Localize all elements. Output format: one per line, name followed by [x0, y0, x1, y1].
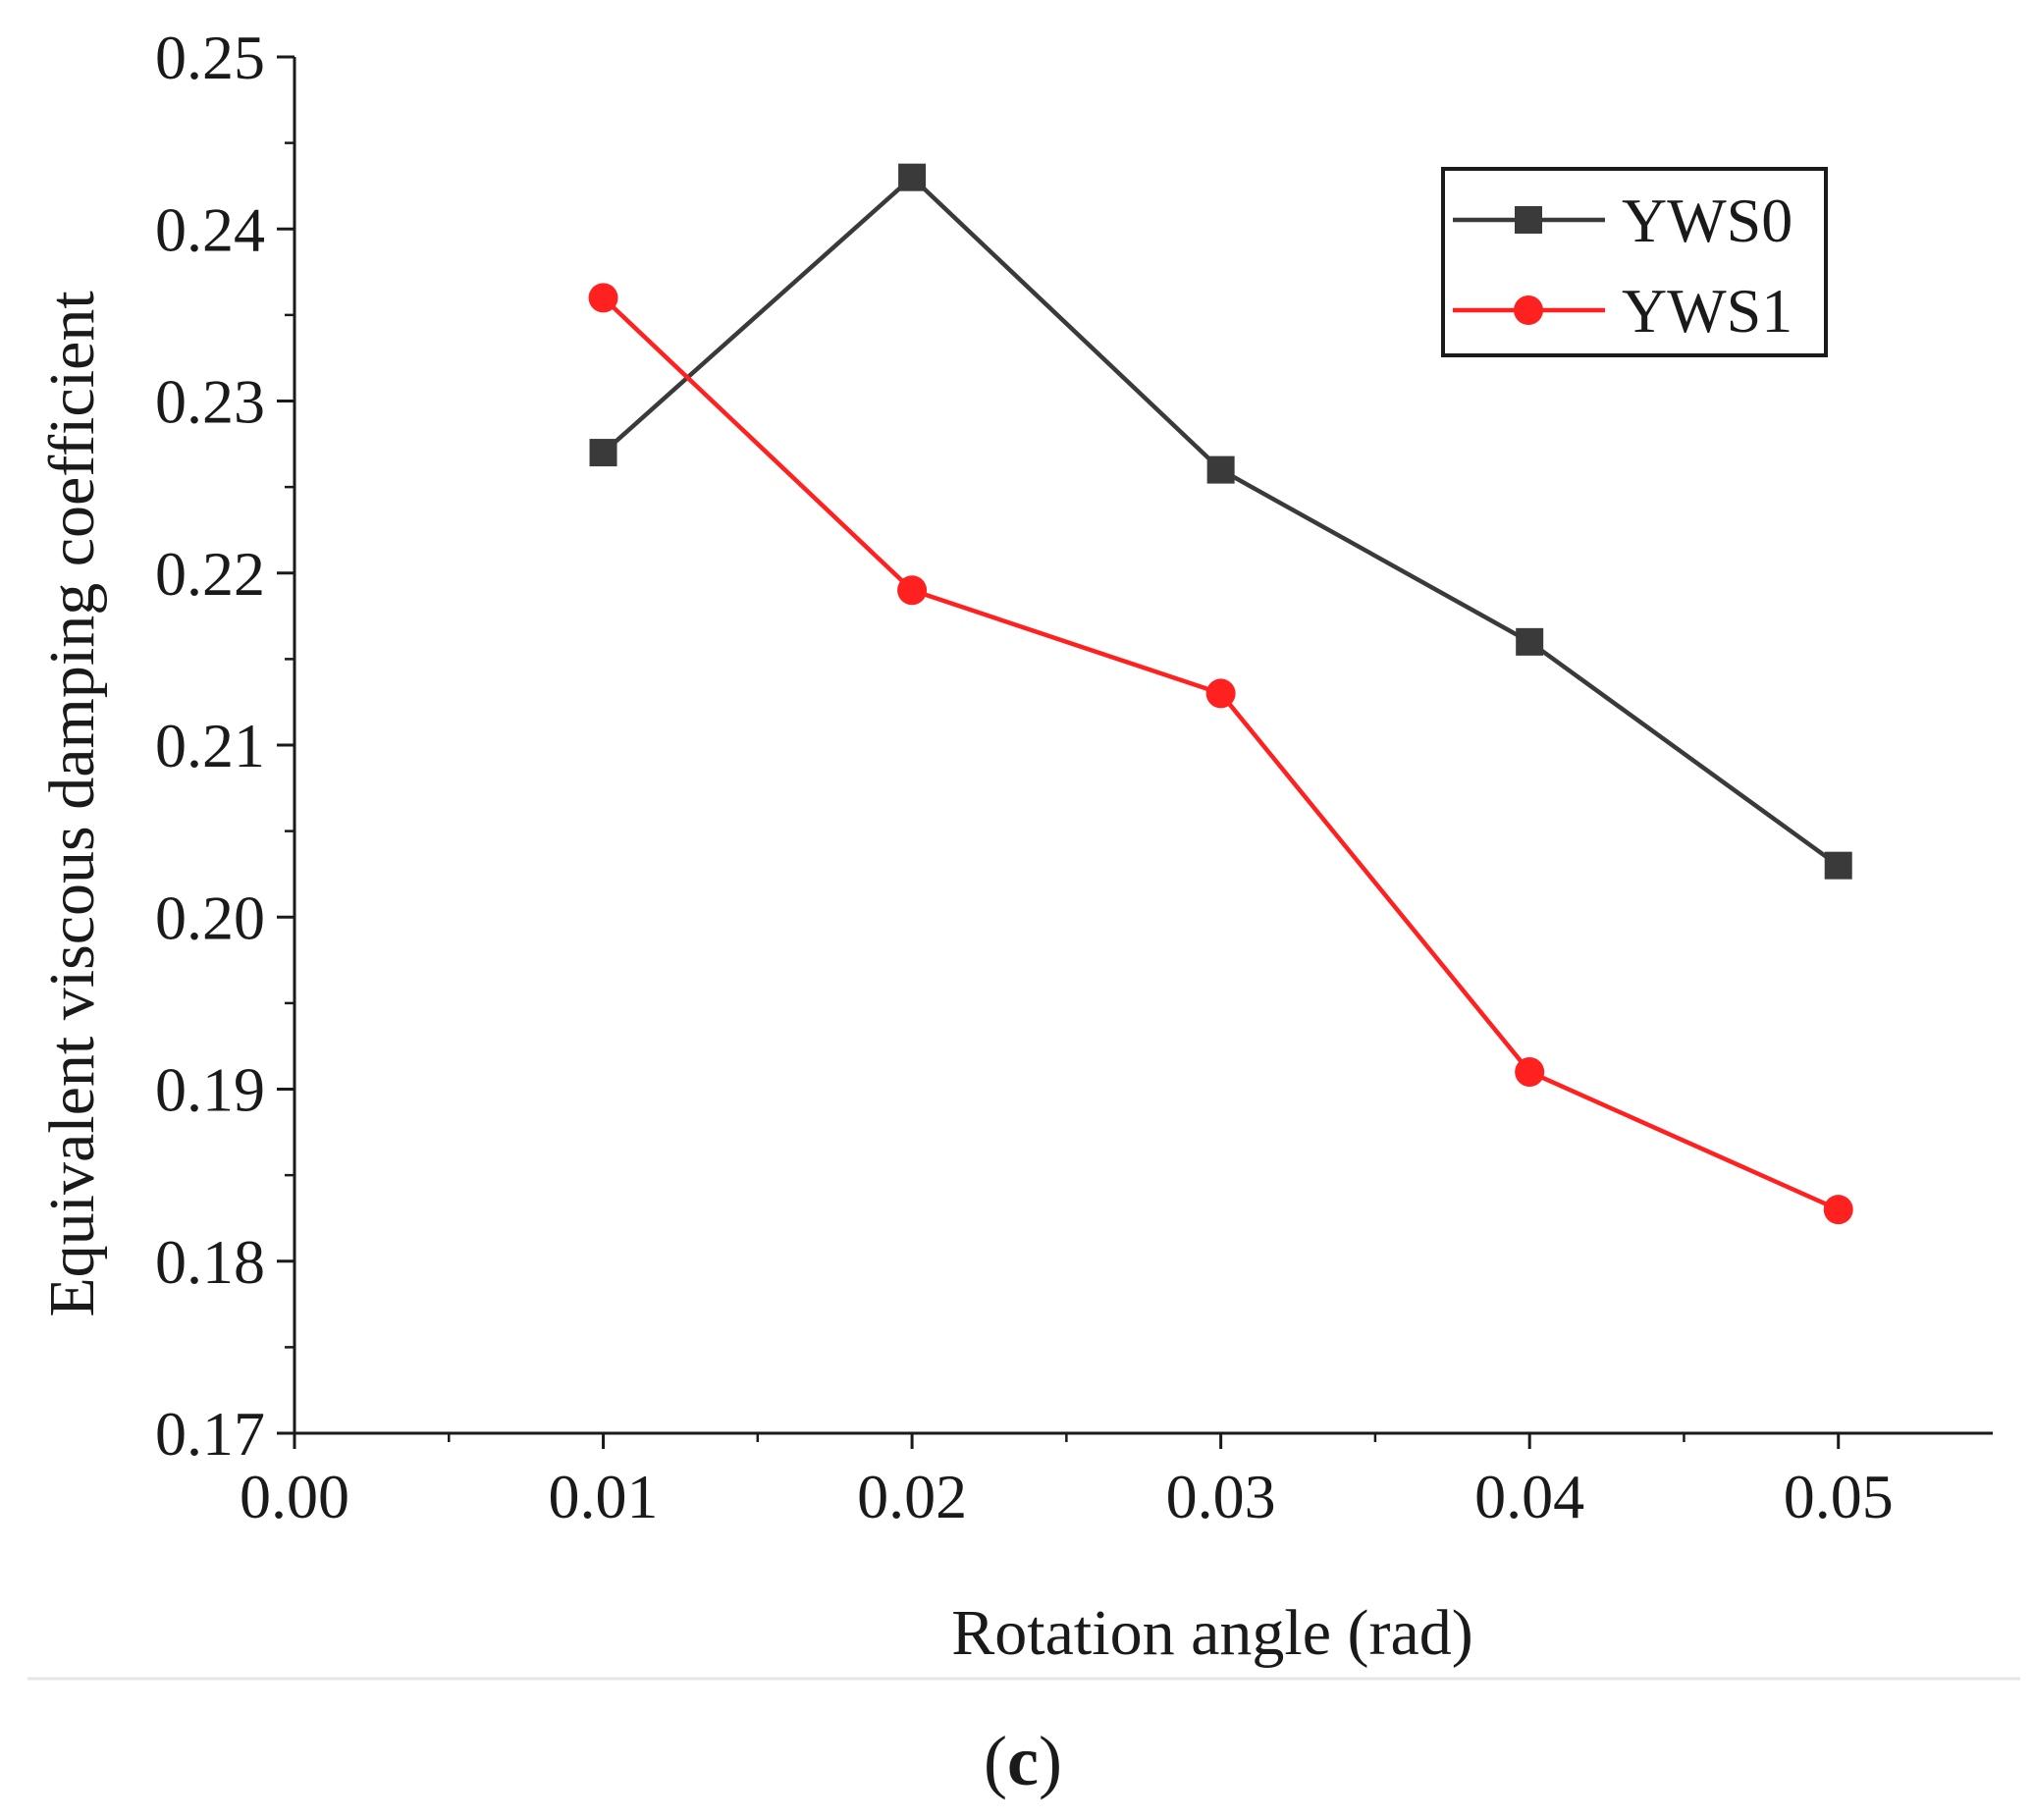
x-tick-label: 0.04 [1474, 1462, 1584, 1531]
legend-marker-YWS0 [1515, 206, 1542, 234]
series-layer [588, 163, 1853, 1225]
data-point-YWS1 [588, 283, 618, 313]
data-point-YWS1 [1205, 678, 1236, 709]
axes: 0.00 0.01 0.02 0.03 0.04 0.05 0.17 0.18 0.19 0.20… [27, 23, 2020, 1681]
x-tick-label: 0.01 [549, 1462, 659, 1531]
series-YWS1 [588, 283, 1853, 1225]
x-tick-label: 0.02 [857, 1462, 967, 1531]
legend-box [1441, 167, 1828, 357]
legend-label-YWS1: YWS1 [1622, 276, 1792, 346]
y-tick-label: 0.20 [155, 883, 265, 952]
data-point-YWS1 [1823, 1195, 1853, 1225]
series-line-YWS1 [601, 295, 1840, 1212]
y-tick-label: 0.23 [155, 367, 265, 437]
x-tick-label: 0.00 [240, 1462, 349, 1531]
data-point-YWS0 [1824, 851, 1852, 880]
x-axis-title: Rotation angle (rad) [951, 1597, 1472, 1669]
y-tick-label: 0.24 [155, 194, 265, 264]
y-tick-label: 0.25 [155, 23, 265, 92]
series-YWS0 [589, 163, 1852, 880]
data-point-YWS0 [1206, 455, 1235, 484]
panel-label: (c) [984, 1722, 1062, 1800]
data-point-YWS0 [898, 163, 927, 191]
y-tick-label: 0.17 [155, 1399, 265, 1469]
y-tick-label: 0.21 [155, 711, 265, 780]
panel-letter: c [1007, 1722, 1039, 1800]
legend: YWS0 YWS1 [1441, 167, 1828, 357]
data-point-YWS1 [1515, 1056, 1545, 1087]
legend-label-YWS0: YWS0 [1622, 186, 1792, 255]
data-point-YWS0 [589, 439, 617, 467]
y-axis-title: Equivalent viscous damping coefficient [36, 291, 108, 1316]
data-point-YWS0 [1516, 627, 1544, 656]
y-tick-label: 0.22 [155, 539, 265, 609]
x-tick-label: 0.03 [1166, 1462, 1276, 1531]
y-tick-label: 0.18 [155, 1227, 265, 1297]
y-tick-label: 0.19 [155, 1055, 265, 1125]
data-point-YWS1 [897, 575, 928, 606]
x-tick-label: 0.05 [1784, 1462, 1894, 1531]
legend-marker-YWS1 [1514, 295, 1543, 325]
